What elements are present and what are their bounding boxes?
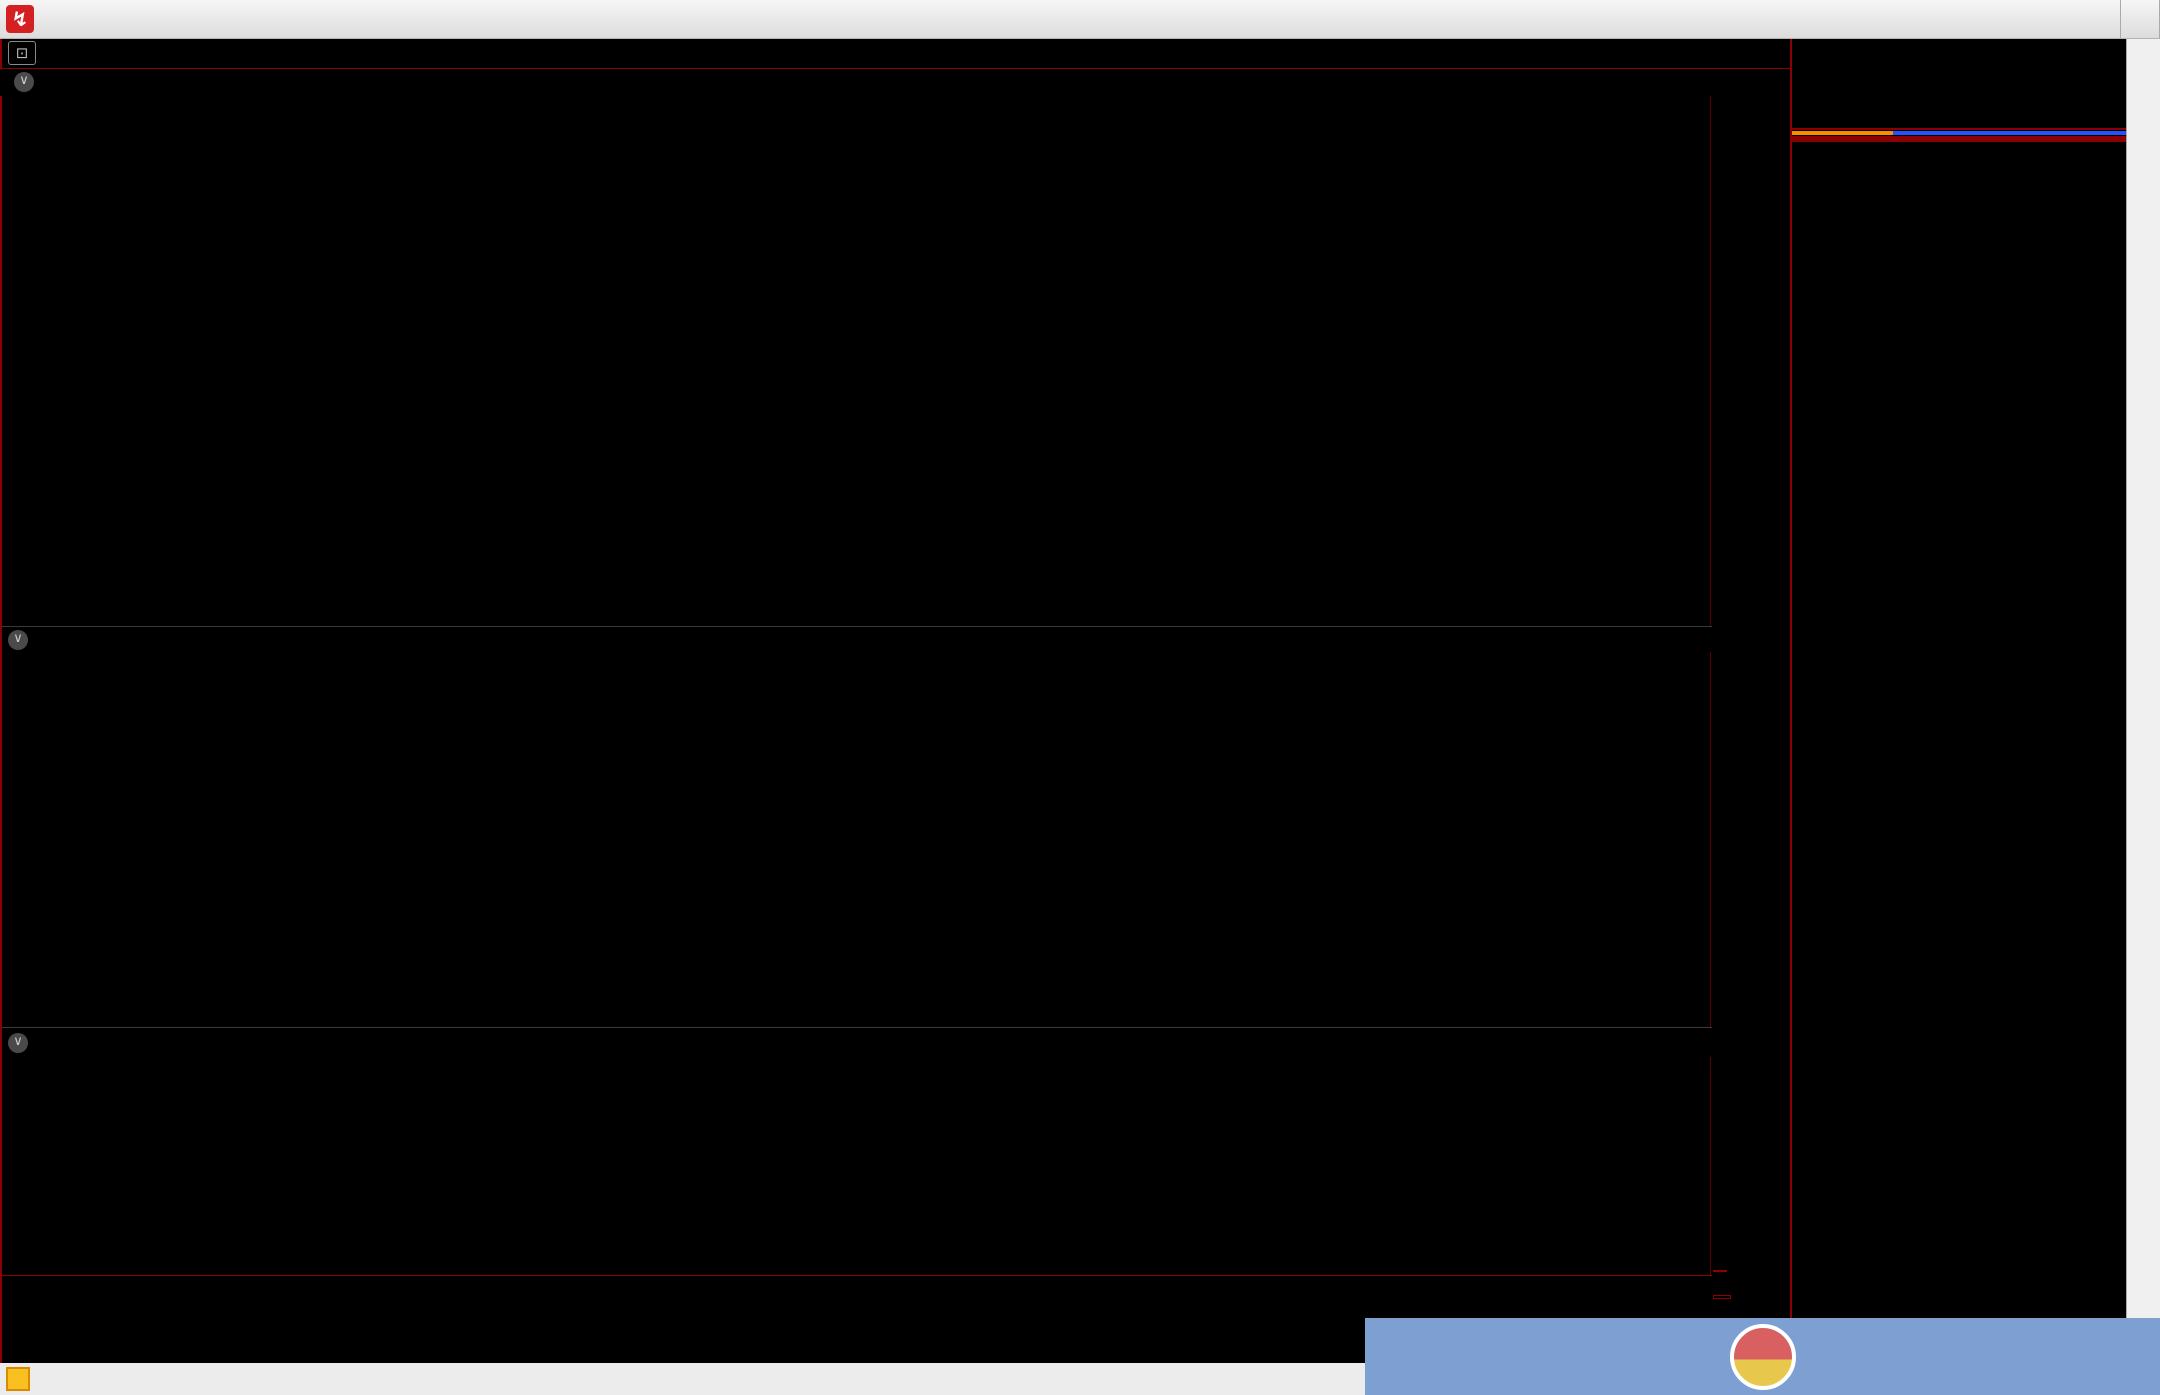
scale-multiplier — [1713, 1270, 1727, 1272]
app-logo-icon: ↯ — [6, 5, 34, 33]
youlong-canvas[interactable] — [2, 652, 1712, 1027]
right-icon-strip — [2126, 38, 2160, 1395]
youlong-scale — [1710, 652, 1791, 1027]
stock-name-row[interactable] — [1792, 38, 2128, 88]
quote-panel — [1790, 38, 2128, 1318]
collapse-chevron-icon[interactable]: ∨ — [8, 630, 28, 650]
main-chart-header: ∨ — [0, 68, 1790, 96]
youlong-panel-header: ∨ — [0, 626, 1712, 653]
nianhe-panel[interactable] — [0, 1057, 1712, 1275]
main-price-scale — [1710, 96, 1791, 626]
promo-banner[interactable] — [1365, 1318, 2160, 1395]
nianhe-scale — [1710, 1057, 1791, 1297]
period-toolbar: ⊡ — [0, 38, 1792, 69]
collapse-chevron-icon[interactable]: ∨ — [14, 72, 34, 92]
statusbar-window-icon[interactable] — [6, 1367, 30, 1391]
axis-period-label[interactable] — [1713, 1295, 1731, 1299]
banner-logo-icon — [1729, 1323, 1796, 1390]
nianhe-canvas[interactable] — [2, 1057, 1712, 1275]
monitor-icon[interactable]: ⊡ — [8, 41, 36, 65]
collapse-chevron-icon[interactable]: ∨ — [8, 1033, 28, 1053]
youlong-panel[interactable] — [0, 652, 1712, 1027]
clock — [2119, 0, 2159, 38]
menubar: ↯ — [0, 0, 2160, 39]
nianhe-panel-header: ∨ — [0, 1027, 1712, 1058]
main-chart-canvas[interactable] — [2, 96, 1712, 626]
main-candlestick-chart[interactable] — [0, 96, 1712, 626]
time-axis — [0, 1275, 1712, 1299]
bid-ask-ratio-bar — [1792, 131, 2128, 135]
price-row — [1792, 88, 2128, 130]
